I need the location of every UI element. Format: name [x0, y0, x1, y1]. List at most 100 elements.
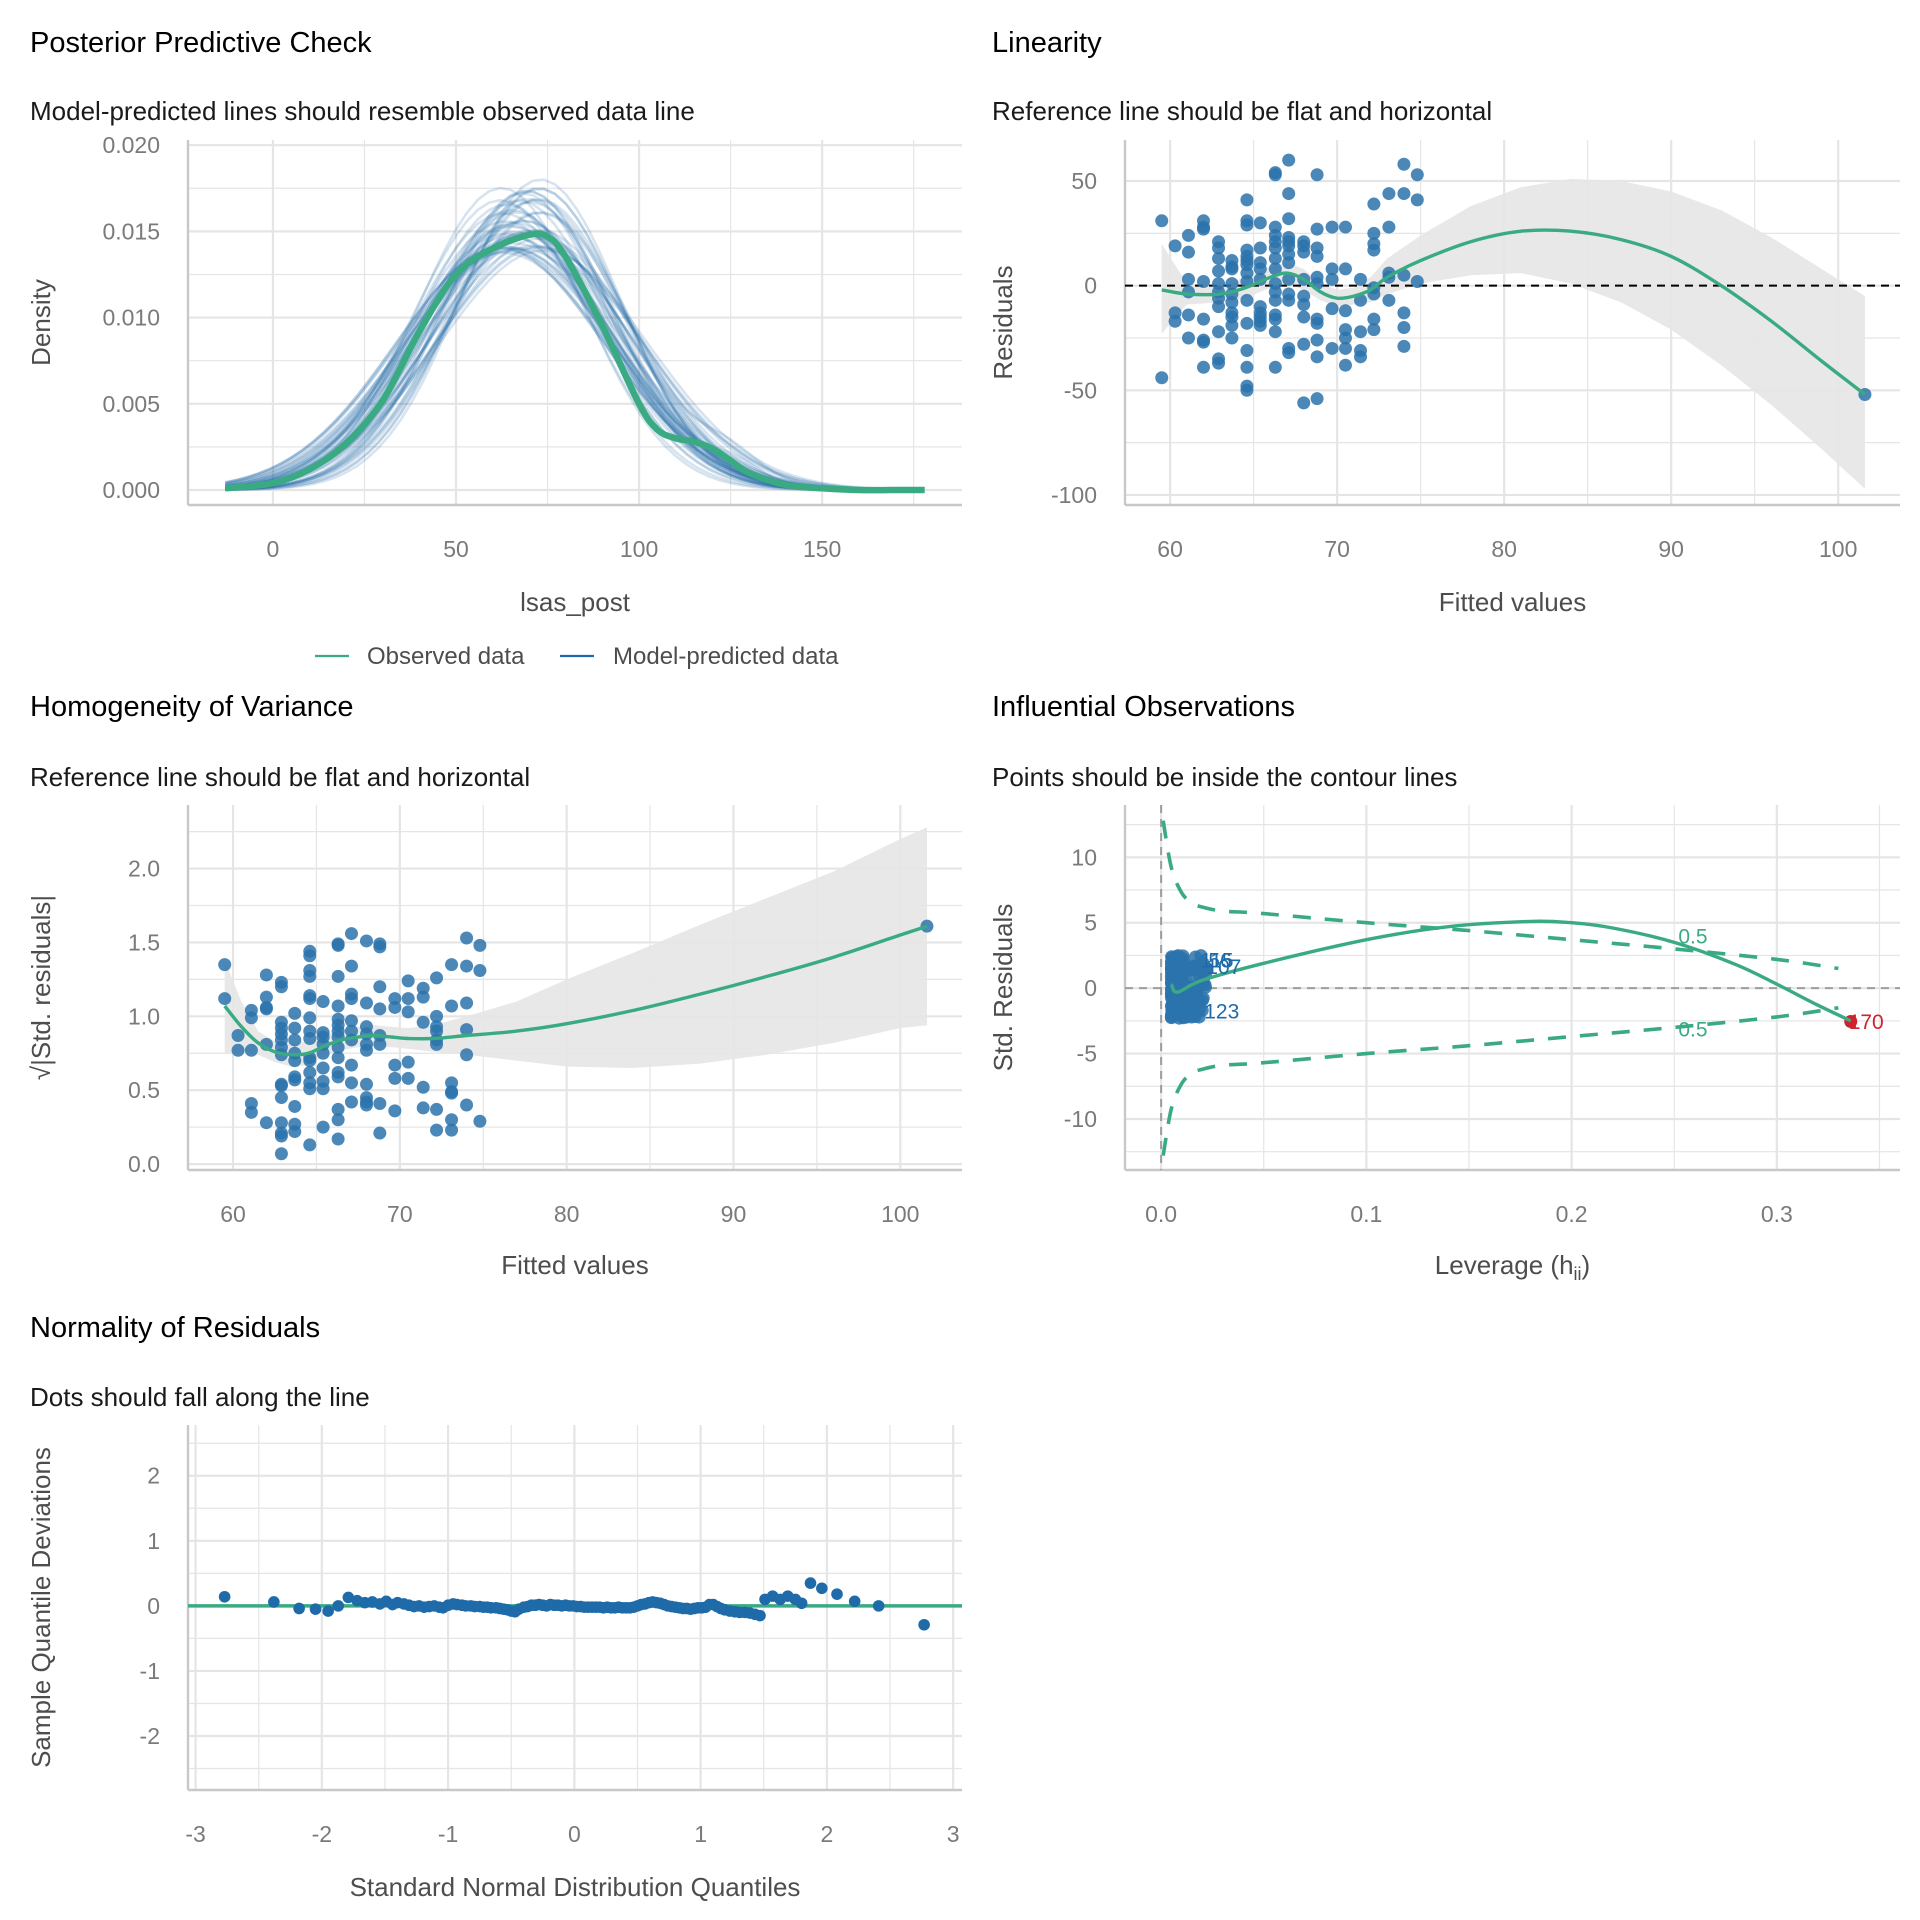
y-tick-label: -50 — [1064, 377, 1097, 403]
y-tick-label: 5 — [1084, 910, 1097, 936]
sqrt-residual-point — [331, 969, 345, 983]
sqrt-residual-point — [303, 1082, 317, 1096]
y-tick-label: 0.5 — [128, 1077, 160, 1103]
residual-point — [1310, 249, 1324, 263]
sqrt-residual-point — [473, 938, 487, 952]
x-tick-label: 150 — [803, 536, 841, 562]
observation-point — [1166, 995, 1180, 1009]
x-tick-label: 1 — [694, 1821, 707, 1847]
qq-point — [322, 1605, 334, 1617]
qq-point — [848, 1595, 861, 1608]
predicted-density-line — [225, 237, 918, 492]
y-tick-label: 2 — [147, 1463, 160, 1489]
residual-point — [1268, 241, 1282, 255]
influential-panel: Influential Observations Points should be… — [988, 691, 1900, 1284]
sqrt-residual-point — [401, 1005, 415, 1019]
panel-subtitle: Model-predicted lines should resemble ob… — [30, 96, 695, 126]
y-tick-label: -1 — [140, 1658, 160, 1684]
qq-point — [293, 1602, 305, 1615]
sqrt-residual-point — [274, 1079, 288, 1093]
x-tick-label: 100 — [1819, 536, 1857, 562]
residual-point — [1410, 168, 1424, 182]
x-axis-label-subscript: ii — [1574, 1264, 1582, 1284]
residual-point — [1297, 337, 1311, 351]
y-tick-label: -10 — [1064, 1106, 1097, 1132]
residual-point — [1310, 333, 1324, 347]
sqrt-residual-point — [344, 1095, 358, 1109]
x-tick-label: 90 — [1658, 536, 1684, 562]
sqrt-residual-point — [473, 1114, 487, 1128]
residual-point — [1410, 274, 1424, 288]
sqrt-residual-point — [460, 931, 474, 945]
residual-point — [1268, 262, 1282, 276]
residual-point — [1168, 239, 1182, 253]
qq-point — [342, 1591, 355, 1604]
residual-point — [1240, 193, 1254, 207]
sqrt-residual-point — [445, 999, 459, 1013]
contour-label-lower: 0.5 — [1678, 1019, 1707, 1042]
linearity-plot-area — [1125, 153, 1900, 489]
sqrt-residual-point — [331, 1070, 345, 1084]
residual-point — [1212, 325, 1226, 339]
legend-label-predicted: Model-predicted data — [613, 643, 839, 670]
residual-point — [1197, 312, 1211, 326]
sqrt-residual-point — [331, 1113, 345, 1127]
sqrt-residual-point — [373, 940, 387, 954]
sqrt-residual-point — [274, 980, 288, 994]
residual-point — [1338, 304, 1352, 318]
sqrt-residual-point — [316, 1061, 330, 1075]
residual-point — [1240, 344, 1254, 358]
qq-point — [816, 1582, 828, 1595]
sqrt-residual-point — [218, 992, 232, 1006]
residual-point — [1268, 312, 1282, 326]
residual-point — [1168, 314, 1182, 328]
sqrt-residual-point — [388, 1104, 402, 1118]
x-tick-label: 60 — [1157, 536, 1183, 562]
y-tick-label: 1.0 — [128, 1003, 160, 1029]
panel-subtitle: Reference line should be flat and horizo… — [30, 762, 530, 792]
observation-point — [1189, 1007, 1203, 1021]
sqrt-residual-point — [388, 1058, 402, 1072]
residual-point — [1181, 331, 1195, 345]
ppc-panel: Posterior Predictive Check Model-predicte… — [26, 27, 962, 670]
qq-point — [831, 1588, 843, 1600]
y-tick-label: -2 — [140, 1723, 160, 1749]
y-tick-label: 0.0 — [128, 1151, 160, 1177]
sqrt-residual-point — [303, 949, 317, 963]
loess-line — [1169, 919, 1852, 1023]
legend-label-observed: Observed data — [367, 643, 525, 670]
residual-point — [1282, 256, 1296, 270]
residual-point — [1225, 318, 1239, 332]
residual-point — [1310, 168, 1324, 182]
ppc-plot-area — [224, 178, 925, 494]
sqrt-residual-point — [303, 1138, 317, 1152]
y-tick-label: 0 — [1084, 975, 1097, 1001]
panel-title: Homogeneity of Variance — [30, 691, 353, 723]
y-tick-label: 1 — [147, 1528, 160, 1554]
cook-contour-lower — [1161, 1006, 1839, 1156]
sqrt-residual-point — [445, 958, 459, 972]
x-tick-label: 70 — [387, 1201, 413, 1227]
sqrt-residual-point — [288, 1073, 302, 1087]
sqrt-residual-point — [430, 971, 444, 985]
x-tick-label: 3 — [947, 1821, 960, 1847]
sqrt-residual-point — [401, 992, 415, 1006]
sqrt-residual-point — [388, 1071, 402, 1085]
sqrt-residual-point — [445, 1086, 459, 1100]
residual-point — [1397, 306, 1411, 320]
residual-point — [1240, 383, 1254, 397]
predicted-density-line — [225, 246, 918, 492]
residual-point — [1155, 371, 1169, 385]
observation-point — [1190, 959, 1204, 973]
observation-point — [1180, 993, 1194, 1007]
y-tick-label: 0.020 — [102, 132, 160, 158]
panel-title: Influential Observations — [992, 691, 1295, 723]
normality-panel: Normality of Residuals Dots should fall a… — [26, 1312, 962, 1902]
sqrt-residual-point — [430, 1102, 444, 1116]
residual-point — [1181, 285, 1195, 299]
homogeneity-plot-area — [218, 827, 934, 1161]
y-tick-label: 1.5 — [128, 929, 160, 955]
x-tick-label: 70 — [1324, 536, 1350, 562]
residual-point — [1325, 341, 1339, 355]
x-tick-label: 80 — [554, 1201, 580, 1227]
